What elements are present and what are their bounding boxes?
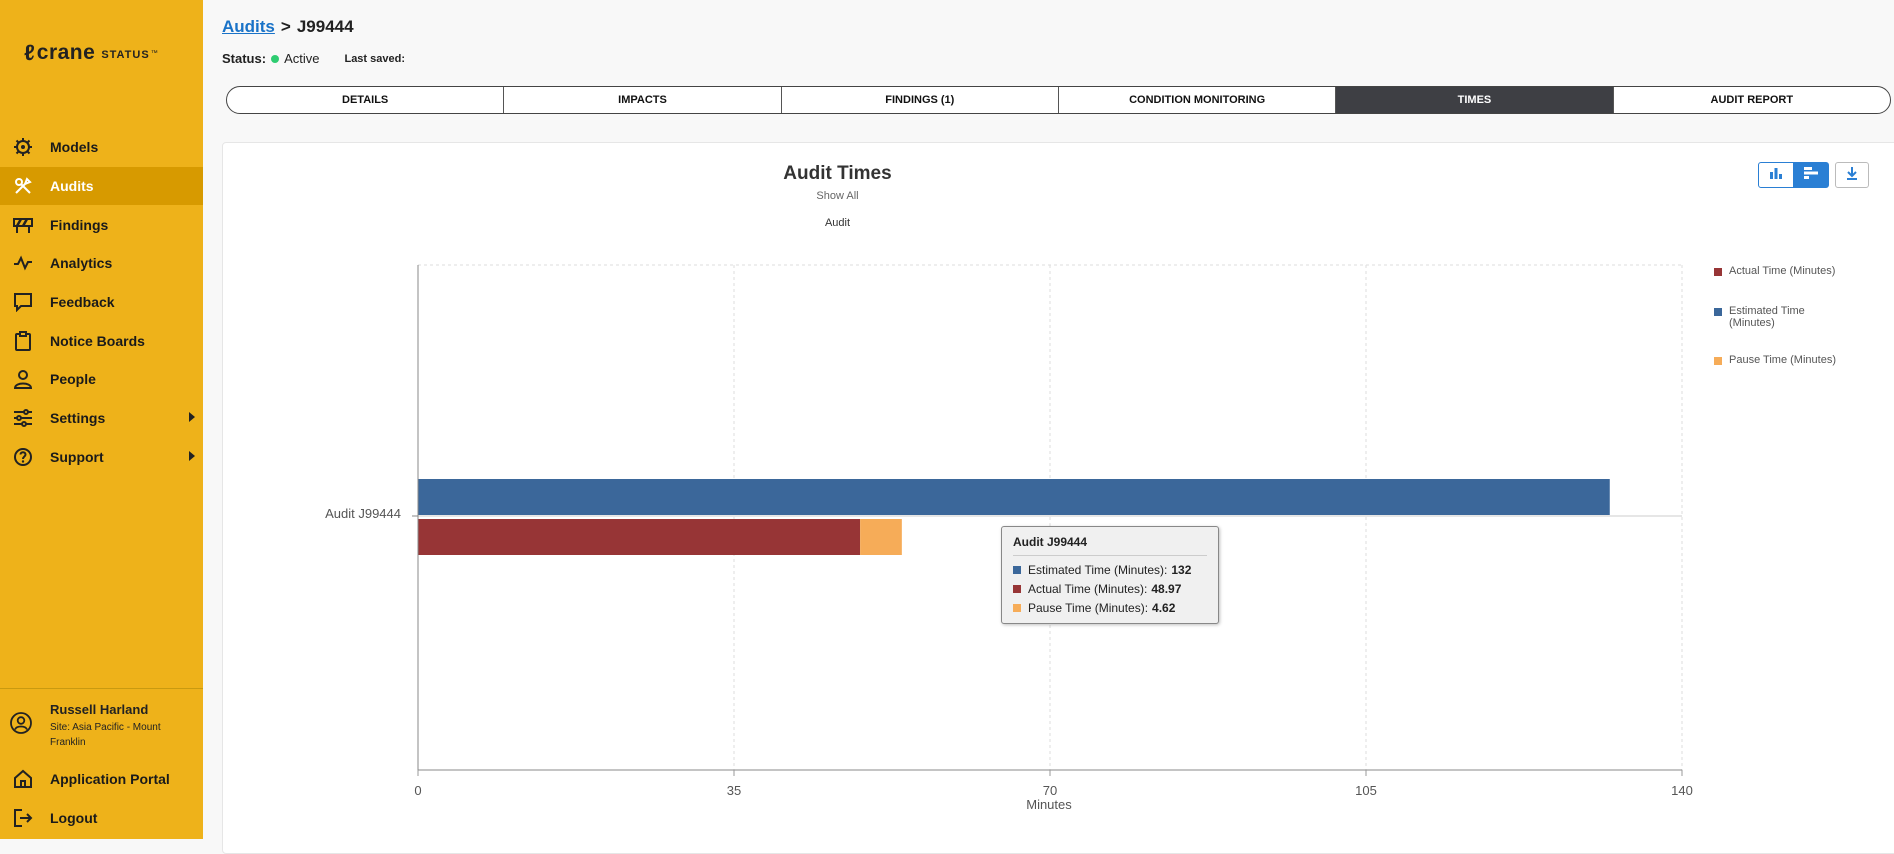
sidebar-item-label: Logout bbox=[50, 810, 98, 826]
notice-boards-clipboard-icon bbox=[12, 330, 34, 352]
status-dot-icon bbox=[271, 54, 280, 63]
breadcrumb-current: J99444 bbox=[296, 17, 354, 36]
settings-sliders-icon bbox=[12, 407, 34, 429]
tooltip-swatch bbox=[1013, 566, 1021, 574]
breadcrumb: Audits > J99444 bbox=[222, 17, 354, 37]
tooltip-row-actual: Actual Time (Minutes): 48.97 bbox=[1013, 582, 1181, 596]
sidebar-item-label: Audits bbox=[50, 178, 94, 194]
people-person-icon bbox=[12, 368, 34, 390]
tooltip-swatch bbox=[1013, 585, 1021, 593]
sidebar-item-label: Feedback bbox=[50, 294, 115, 310]
chart-tooltip: Audit J99444 Estimated Time (Minutes): 1… bbox=[1001, 526, 1219, 624]
tooltip-swatch bbox=[1013, 604, 1021, 612]
sidebar-item-notice-boards[interactable]: Notice Boards bbox=[0, 322, 203, 360]
legend-item-pause[interactable]: Pause Time (Minutes) bbox=[1714, 354, 1854, 366]
tooltip-row-label: Actual Time (Minutes): bbox=[1028, 582, 1148, 596]
last-saved-label: Last saved: bbox=[344, 52, 405, 65]
tab-condition-monitoring[interactable]: CONDITION MONITORING bbox=[1059, 87, 1337, 113]
legend-item-actual[interactable]: Actual Time (Minutes) bbox=[1714, 265, 1854, 277]
models-gear-icon bbox=[12, 136, 34, 158]
tab-impacts[interactable]: IMPACTS bbox=[504, 87, 782, 113]
tab-times[interactable]: TIMES bbox=[1336, 87, 1614, 113]
chart-title: Audit Times bbox=[783, 163, 892, 184]
crane-status-logo[interactable]: ℓ crane STATUS ™ bbox=[24, 40, 158, 66]
tooltip-title: Audit J99444 bbox=[1013, 535, 1088, 549]
breadcrumb-audits-link[interactable]: Audits bbox=[222, 17, 275, 36]
tab-findings[interactable]: FINDINGS (1) bbox=[782, 87, 1059, 113]
tooltip-divider bbox=[1013, 555, 1207, 556]
tooltip-row-label: Pause Time (Minutes): bbox=[1028, 601, 1149, 615]
tooltip-row-estimated: Estimated Time (Minutes): 132 bbox=[1013, 563, 1191, 577]
download-icon bbox=[1846, 166, 1858, 185]
sidebar-item-findings[interactable]: Findings bbox=[0, 206, 203, 244]
tooltip-row-label: Estimated Time (Minutes): bbox=[1028, 563, 1168, 577]
sidebar-item-feedback[interactable]: Feedback bbox=[0, 283, 203, 321]
user-avatar-icon bbox=[10, 712, 32, 739]
sidebar: ℓ crane STATUS ™ Models Audits Findings … bbox=[0, 0, 203, 839]
tooltip-row-value: 4.62 bbox=[1152, 601, 1176, 615]
audits-tools-icon bbox=[12, 175, 34, 197]
findings-barrier-icon bbox=[12, 214, 34, 236]
sidebar-item-models[interactable]: Models bbox=[0, 128, 203, 166]
sidebar-item-label: People bbox=[50, 371, 96, 387]
support-help-icon bbox=[12, 446, 34, 468]
user-site: Site: Asia Pacific - Mount Franklin bbox=[50, 722, 161, 748]
legend-swatch bbox=[1714, 357, 1722, 365]
portal-home-icon bbox=[12, 768, 34, 790]
sidebar-item-label: Application Portal bbox=[50, 771, 170, 787]
bar-chart-icon bbox=[1769, 166, 1783, 185]
legend-label: Pause Time (Minutes) bbox=[1729, 354, 1836, 366]
logout-link[interactable]: Logout bbox=[0, 799, 203, 837]
status-value: Active bbox=[284, 51, 320, 66]
sidebar-item-label: Support bbox=[50, 449, 104, 465]
download-button[interactable] bbox=[1835, 162, 1869, 188]
sidebar-item-label: Models bbox=[50, 139, 99, 155]
application-portal-link[interactable]: Application Portal bbox=[0, 760, 203, 798]
status-label: Status: bbox=[222, 51, 267, 66]
horizontal-bar-chart-icon bbox=[1803, 166, 1819, 185]
expand-caret-icon bbox=[189, 412, 195, 422]
sidebar-divider bbox=[0, 688, 203, 689]
sidebar-item-people[interactable]: People bbox=[0, 360, 203, 398]
sidebar-item-label: Findings bbox=[50, 217, 109, 233]
breadcrumb-separator: > bbox=[280, 17, 291, 36]
tooltip-row-value: 48.97 bbox=[1151, 582, 1182, 596]
sidebar-item-settings[interactable]: Settings bbox=[0, 399, 203, 437]
tab-details[interactable]: DETAILS bbox=[227, 87, 505, 113]
logout-icon bbox=[12, 807, 34, 829]
legend-label: Actual Time (Minutes) bbox=[1729, 265, 1836, 277]
tooltip-row-value: 132 bbox=[1171, 563, 1192, 577]
tooltip-row-pause: Pause Time (Minutes): 4.62 bbox=[1013, 601, 1175, 615]
logo-brand: crane bbox=[36, 41, 96, 64]
sidebar-item-label: Settings bbox=[50, 410, 106, 426]
legend-item-estimated[interactable]: Estimated Time (Minutes) bbox=[1714, 305, 1824, 329]
sidebar-item-analytics[interactable]: Analytics bbox=[0, 244, 203, 282]
vertical-bar-chart-button[interactable] bbox=[1758, 162, 1794, 188]
user-name: Russell Harland bbox=[50, 702, 149, 717]
show-all-link[interactable]: Show All bbox=[816, 190, 859, 202]
legend-label: Estimated Time (Minutes) bbox=[1729, 305, 1805, 329]
feedback-chat-icon bbox=[12, 291, 34, 313]
logo-mark: ℓ bbox=[24, 40, 35, 65]
horizontal-bar-chart-button[interactable] bbox=[1793, 162, 1829, 188]
expand-caret-icon bbox=[189, 451, 195, 461]
chart-card bbox=[222, 142, 1894, 854]
sidebar-item-label: Notice Boards bbox=[50, 333, 145, 349]
chart-subtitle: Audit bbox=[824, 217, 851, 229]
legend-swatch bbox=[1714, 308, 1722, 316]
tab-audit-report[interactable]: AUDIT REPORT bbox=[1710, 94, 1794, 106]
legend-swatch bbox=[1714, 268, 1722, 276]
sidebar-item-audits[interactable]: Audits bbox=[0, 167, 203, 205]
logo-status: STATUS bbox=[101, 49, 150, 61]
logo-tm: ™ bbox=[150, 49, 158, 57]
tab-bar: DETAILS IMPACTS FINDINGS (1) CONDITION M… bbox=[226, 86, 1891, 114]
analytics-pulse-icon bbox=[12, 252, 34, 274]
sidebar-item-support[interactable]: Support bbox=[0, 438, 203, 476]
sidebar-item-label: Analytics bbox=[50, 255, 113, 271]
status-line: Status: Active Last saved: bbox=[222, 51, 405, 66]
